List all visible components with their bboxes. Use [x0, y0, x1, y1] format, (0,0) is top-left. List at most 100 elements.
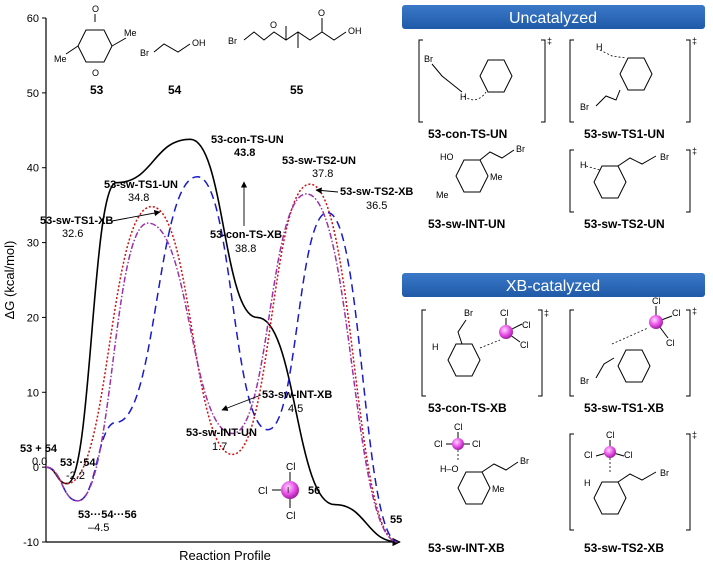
label-int-xb-value: 4.5: [288, 403, 303, 415]
xb-catalyzed-header: [402, 273, 705, 297]
label-int-xb-name: 53-sw-INT-XB: [262, 389, 332, 401]
uncatalyzed-header: [402, 5, 705, 29]
iodine-atom: [281, 481, 299, 499]
svg-text:H: H: [432, 342, 439, 352]
svg-text:53-sw-TS2-XB: 53-sw-TS2-XB: [584, 541, 664, 555]
svg-text:Br: Br: [660, 468, 669, 478]
svg-text:‡: ‡: [692, 430, 697, 440]
structure-53-sw-ts1-un: H Br ‡ 53-sw-TS1-UN: [569, 36, 697, 141]
label-ts2-un-value: 37.8: [312, 168, 333, 180]
label-ts1-xb-name: 53-sw-TS1-XB: [40, 215, 113, 227]
x-axis-title: Reaction Profile: [179, 548, 271, 563]
svg-text:Cl: Cl: [454, 422, 463, 432]
xb-catalyzed-panel: XB-catalyzed Br H Cl Cl Cl ‡ 53-con-TS-X…: [402, 273, 705, 555]
svg-text:Me: Me: [436, 190, 449, 200]
label-55-structure: 55: [290, 83, 304, 97]
svg-text:H–O: H–O: [440, 464, 459, 474]
svg-text:53-sw-TS1-XB: 53-sw-TS1-XB: [584, 401, 664, 415]
label-55: 55: [390, 514, 402, 526]
label-con-ts-xb-value: 38.8: [235, 243, 256, 255]
svg-text:Br: Br: [464, 308, 473, 318]
svg-text:Cl: Cl: [500, 308, 509, 318]
svg-text:Cl: Cl: [652, 296, 661, 306]
svg-text:H: H: [596, 42, 603, 52]
structure-53-sw-ts2-un: H Br ‡ 53-sw-TS2-UN: [569, 146, 697, 231]
energy-curve-3: [45, 183, 399, 543]
svg-text:53-sw-INT-XB: 53-sw-INT-XB: [428, 541, 505, 555]
label-53-54-value: 0.0: [32, 456, 47, 468]
y-ticks: -10 0 10 20 30 40 50 60: [23, 13, 46, 549]
svg-text:Cl: Cl: [672, 308, 681, 318]
svg-text:Br: Br: [228, 36, 237, 46]
svg-text:Cl: Cl: [434, 439, 443, 449]
structure-54: Br OH 54: [140, 38, 206, 97]
svg-text:Cl: Cl: [286, 511, 295, 522]
label-53-54-56-value: –4.5: [88, 522, 109, 534]
svg-text:Cl: Cl: [606, 430, 615, 440]
svg-text:‡: ‡: [692, 146, 697, 156]
svg-text:Br: Br: [580, 102, 589, 112]
svg-text:53-sw-INT-UN: 53-sw-INT-UN: [428, 217, 505, 231]
energy-chart: -10 0 10 20 30 40 50 60 ΔG (kcal/mol) Reaction …: [2, 13, 413, 563]
structure-53-sw-ts2-xb: Cl Cl Cl H Br ‡ 53-sw-TS2-XB: [569, 430, 697, 555]
svg-text:‡: ‡: [692, 306, 697, 316]
svg-text:Me: Me: [490, 172, 503, 182]
svg-text:OH: OH: [192, 38, 206, 48]
svg-text:I: I: [287, 486, 289, 495]
y-axis-title: ΔG (kcal/mol): [2, 241, 17, 320]
label-ts1-xb-value: 32.6: [62, 228, 83, 240]
structure-53-sw-int-un: HO Br Me Me 53-sw-INT-UN: [428, 144, 525, 231]
svg-text:O: O: [92, 68, 99, 78]
svg-text:Cl: Cl: [624, 450, 633, 460]
svg-text:H: H: [460, 92, 467, 102]
arrow-ts2-xb: [315, 187, 339, 194]
svg-text:Cl: Cl: [472, 439, 481, 449]
catalyst-56: Cl Cl Cl I 56: [258, 462, 320, 522]
energy-curves: [45, 138, 399, 543]
uncatalyzed-panel: Uncatalyzed Br H ‡ 53-con-TS-UN H Br ‡ 5…: [402, 5, 705, 231]
svg-text:‡: ‡: [547, 36, 552, 46]
svg-text:O: O: [270, 20, 277, 30]
label-53-54-56-name: 53···54···56: [78, 509, 137, 521]
y-tick-label: 0: [33, 462, 39, 474]
label-53-dots-54-name: 53···54: [60, 457, 96, 469]
svg-text:O: O: [318, 8, 325, 18]
svg-text:HO: HO: [440, 152, 454, 162]
label-54: 54: [168, 83, 182, 97]
structure-53-con-ts-xb: Br H Cl Cl Cl ‡ 53-con-TS-XB: [421, 308, 549, 415]
svg-text:‡: ‡: [544, 308, 549, 318]
svg-text:OH: OH: [348, 26, 362, 36]
svg-text:Me: Me: [492, 484, 505, 494]
structure-53: O O Me Me 53: [54, 4, 137, 97]
svg-text:Cl: Cl: [666, 338, 675, 348]
svg-text:Uncatalyzed: Uncatalyzed: [509, 10, 597, 27]
svg-text:Br: Br: [424, 54, 433, 64]
svg-text:53-con-TS-UN: 53-con-TS-UN: [428, 127, 507, 141]
label-ts1-un-name: 53-sw-TS1-UN: [104, 179, 178, 191]
y-tick-label: 60: [27, 13, 39, 25]
svg-text:Br: Br: [516, 144, 525, 154]
y-tick-label: 30: [27, 238, 39, 250]
svg-text:‡: ‡: [692, 36, 697, 46]
label-ts1-un-value: 34.8: [128, 192, 149, 204]
label-int-un-name: 53-sw-INT-UN: [186, 427, 257, 439]
structure-53-sw-int-xb: Cl Cl Cl H–O Br Me 53-sw-INT-XB: [428, 422, 529, 555]
arrow-int-xb: [221, 394, 262, 411]
energy-curve-4: [45, 193, 399, 543]
svg-text:Me: Me: [54, 54, 67, 64]
label-53-54-name: 53 + 54: [20, 443, 58, 455]
svg-text:Cl: Cl: [520, 340, 529, 350]
svg-text:H: H: [584, 478, 591, 488]
arrow-ts1-xb: [111, 209, 161, 222]
y-tick-label: 20: [27, 312, 39, 324]
structure-53-con-ts-un: Br H ‡ 53-con-TS-UN: [418, 36, 552, 141]
svg-text:Br: Br: [580, 376, 589, 386]
svg-text:Cl: Cl: [522, 320, 531, 330]
label-53: 53: [90, 83, 104, 97]
svg-text:Br: Br: [520, 456, 529, 466]
label-con-ts-un-value: 43.8: [234, 147, 255, 159]
svg-text:53-sw-TS1-UN: 53-sw-TS1-UN: [584, 127, 665, 141]
svg-text:Br: Br: [660, 152, 669, 162]
svg-text:Me: Me: [124, 28, 137, 38]
